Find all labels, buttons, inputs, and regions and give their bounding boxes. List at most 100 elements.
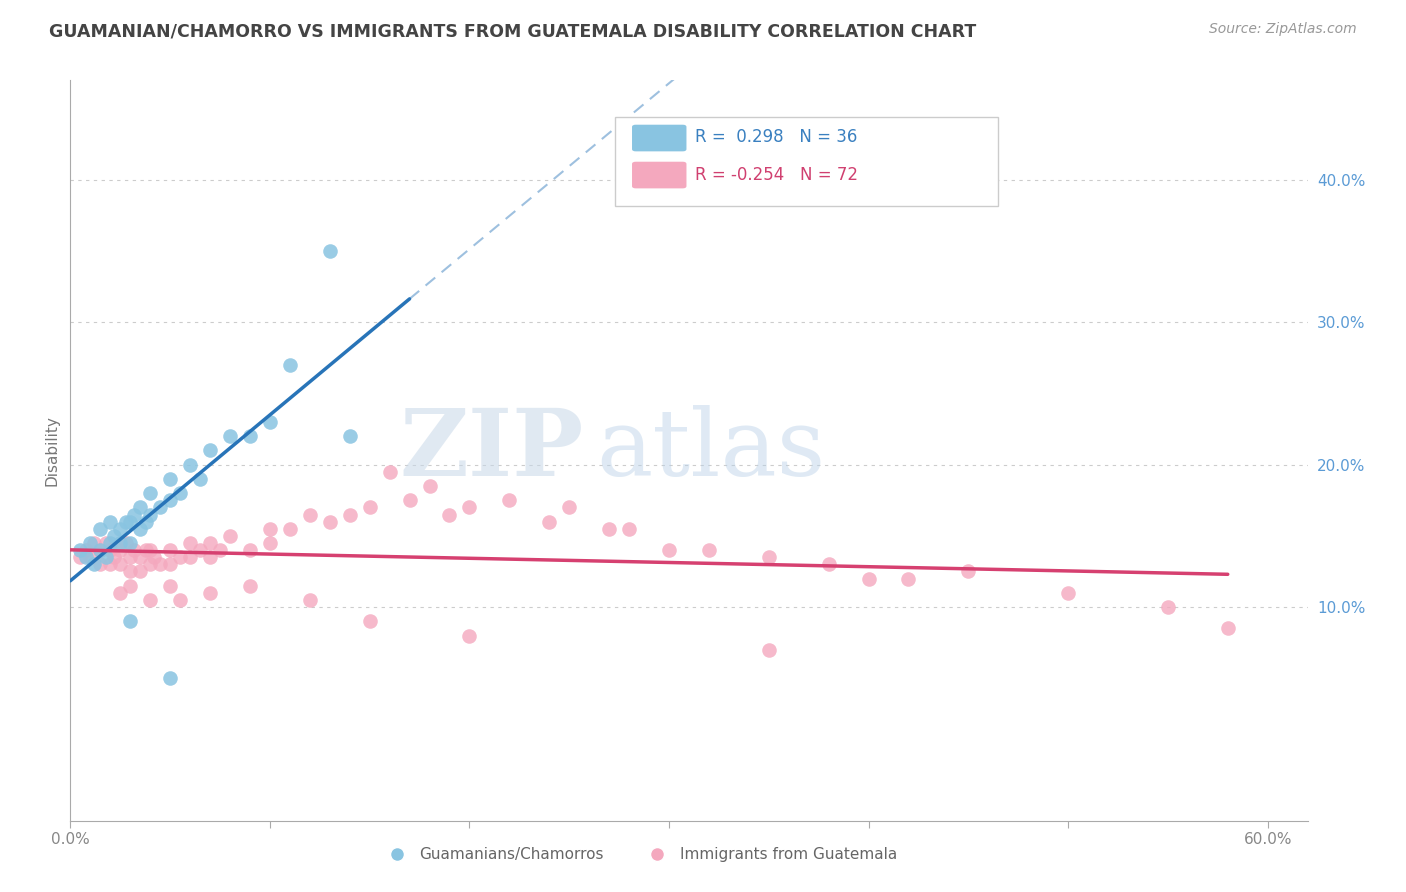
Point [120,536,142,550]
Point [69,550,91,565]
Point [179,458,201,472]
Point [398,493,420,508]
Point [96,550,118,565]
Point [339,508,361,522]
Point [758,642,780,657]
Point [159,472,181,486]
Point [658,543,681,558]
Point [1216,622,1239,636]
Point [1057,586,1080,600]
Point [98,558,121,572]
Point [108,536,131,550]
Text: ZIP: ZIP [399,406,583,495]
Point [169,486,191,500]
Point [122,543,145,558]
Point [219,429,242,443]
Point [278,522,301,536]
Point [278,358,301,372]
Point [149,558,172,572]
Point [188,472,211,486]
Point [858,572,880,586]
Text: GUAMANIAN/CHAMORRO VS IMMIGRANTS FROM GUATEMALA DISABILITY CORRELATION CHART: GUAMANIAN/CHAMORRO VS IMMIGRANTS FROM GU… [49,22,976,40]
Point [108,522,131,536]
Point [817,558,839,572]
Point [259,415,281,429]
Point [108,586,131,600]
Point [79,536,101,550]
Point [439,508,461,522]
FancyBboxPatch shape [633,161,686,188]
Point [538,515,561,529]
Point [139,593,162,607]
Point [89,558,111,572]
Point [98,515,121,529]
Point [239,543,262,558]
Point [179,550,201,565]
Point [159,558,181,572]
FancyBboxPatch shape [614,118,998,206]
Point [359,615,381,629]
Point [139,543,162,558]
Point [120,550,142,565]
Text: atlas: atlas [596,406,825,495]
Point [120,615,142,629]
Point [75,550,97,565]
Text: R =  0.298   N = 36: R = 0.298 N = 36 [695,128,858,146]
Point [188,543,211,558]
Point [498,493,520,508]
Point [319,515,342,529]
Point [129,500,152,515]
Point [103,550,125,565]
Point [98,543,121,558]
Point [115,536,138,550]
Point [98,536,121,550]
Point [135,515,157,529]
Point [198,550,221,565]
Point [129,565,152,579]
Point [108,558,131,572]
Point [239,579,262,593]
Point [198,586,221,600]
Point [259,536,281,550]
Point [339,429,361,443]
Point [69,543,91,558]
FancyBboxPatch shape [633,125,686,152]
Point [115,515,138,529]
Legend: Guamanians/Chamorros, Immigrants from Guatemala: Guamanians/Chamorros, Immigrants from Gu… [375,841,904,869]
Point [169,593,191,607]
Point [120,565,142,579]
Point [697,543,720,558]
Point [198,443,221,458]
Point [108,543,131,558]
Point [96,536,118,550]
Point [120,579,142,593]
Point [159,579,181,593]
Point [159,493,181,508]
Point [598,522,620,536]
Point [617,522,640,536]
Point [139,508,162,522]
Point [135,543,157,558]
Point [159,671,181,685]
Point [159,543,181,558]
Point [103,529,125,543]
Point [179,536,201,550]
Point [143,550,166,565]
Point [897,572,920,586]
Text: Source: ZipAtlas.com: Source: ZipAtlas.com [1209,22,1357,37]
Point [169,550,191,565]
Point [129,522,152,536]
Point [298,508,321,522]
Point [319,244,342,259]
Y-axis label: Disability: Disability [44,415,59,486]
Point [418,479,440,493]
Point [957,565,980,579]
Point [458,500,481,515]
Point [758,550,780,565]
Point [558,500,581,515]
Point [139,558,162,572]
Point [129,550,152,565]
Point [89,522,111,536]
Point [89,543,111,558]
Point [198,536,221,550]
